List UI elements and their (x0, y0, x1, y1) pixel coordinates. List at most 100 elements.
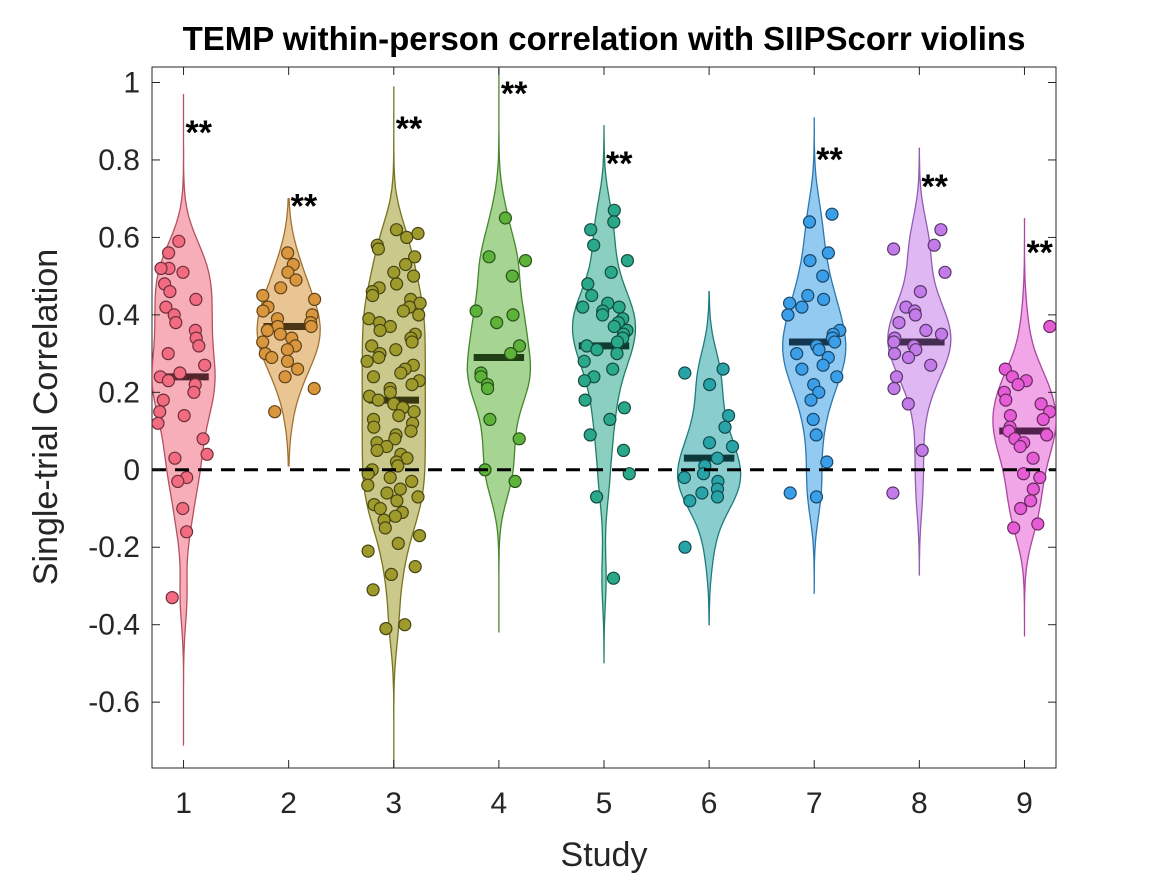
point-study-9 (1003, 409, 1018, 423)
point-study-6 (716, 362, 730, 376)
point-study-1 (176, 265, 190, 279)
x-tick-label: 9 (1016, 787, 1033, 820)
point-study-9 (1013, 501, 1028, 516)
point-study-2 (304, 319, 318, 334)
point-study-2 (307, 381, 321, 396)
point-study-7 (790, 347, 804, 361)
violin-layer (152, 67, 1056, 768)
point-study-3 (405, 335, 419, 349)
point-study-9 (1036, 412, 1050, 426)
point-study-7 (795, 362, 809, 376)
point-study-2 (280, 354, 295, 368)
point-study-8 (934, 327, 949, 341)
point-study-3 (405, 474, 419, 488)
point-study-1 (176, 501, 190, 516)
point-study-3 (380, 486, 394, 500)
point-study-5 (576, 300, 590, 314)
y-tick-label: -0.4 (88, 609, 140, 642)
point-study-7 (812, 385, 826, 399)
point-study-7 (816, 292, 831, 306)
significance-marker-study-3: ** (396, 110, 423, 148)
point-study-4 (508, 474, 522, 488)
x-tick-label: 6 (701, 787, 718, 820)
point-study-6 (710, 451, 725, 465)
point-study-5 (577, 374, 592, 388)
point-study-3 (390, 494, 404, 508)
point-study-3 (412, 528, 427, 543)
point-study-9 (1033, 470, 1047, 485)
point-study-1 (154, 261, 168, 275)
y-tick-label: 1 (123, 66, 140, 99)
point-study-3 (408, 559, 422, 574)
point-study-1 (168, 451, 182, 465)
point-study-5 (587, 238, 601, 252)
point-study-5 (577, 354, 591, 368)
point-study-8 (889, 370, 904, 384)
point-study-4 (469, 304, 483, 318)
point-study-3 (407, 269, 421, 283)
point-study-5 (606, 362, 620, 376)
point-study-4 (504, 347, 518, 361)
point-study-9 (1013, 439, 1027, 454)
point-study-4 (512, 432, 526, 446)
point-study-1 (189, 292, 203, 306)
point-study-1 (161, 347, 175, 361)
significance-marker-study-8: ** (921, 168, 948, 206)
point-study-2 (289, 273, 303, 287)
point-study-5 (607, 215, 621, 229)
point-study-8 (927, 238, 941, 252)
point-study-3 (408, 250, 422, 264)
significance-marker-study-7: ** (816, 141, 843, 179)
point-study-4 (482, 250, 496, 264)
point-study-3 (407, 405, 421, 419)
x-tick-label: 2 (280, 787, 297, 820)
point-study-5 (581, 277, 595, 291)
point-study-3 (361, 478, 375, 492)
point-study-2 (274, 281, 288, 295)
point-study-2 (281, 265, 295, 279)
point-study-8 (901, 350, 916, 365)
point-study-7 (804, 393, 818, 407)
point-study-3 (366, 583, 380, 597)
point-study-9 (1040, 428, 1054, 442)
x-tick-label: 1 (175, 787, 192, 820)
point-study-5 (595, 308, 610, 322)
significance-marker-study-4: ** (501, 75, 528, 113)
point-study-1 (156, 393, 170, 407)
point-study-3 (360, 354, 374, 368)
point-study-9 (1026, 482, 1040, 496)
x-tick-label: 4 (491, 787, 508, 820)
point-study-6 (695, 486, 709, 500)
point-study-5 (612, 300, 626, 314)
point-study-3 (388, 432, 402, 446)
point-study-3 (361, 544, 375, 558)
point-study-6 (702, 436, 717, 450)
point-study-5 (607, 319, 621, 334)
point-study-7 (820, 455, 834, 469)
point-study-3 (389, 343, 403, 357)
point-study-3 (412, 308, 426, 322)
point-study-3 (365, 339, 379, 353)
point-study-3 (387, 265, 401, 279)
point-study-7 (782, 296, 797, 310)
point-study-7 (816, 269, 830, 283)
point-study-3 (411, 226, 425, 241)
point-study-7 (781, 308, 795, 322)
point-study-2 (278, 370, 292, 384)
point-study-3 (388, 509, 402, 523)
point-study-3 (391, 536, 405, 551)
y-tick-label: 0.2 (98, 376, 140, 409)
point-study-6 (721, 409, 736, 423)
point-study-4 (512, 339, 527, 353)
point-study-8 (886, 242, 901, 256)
point-study-6 (683, 494, 697, 508)
point-study-7 (821, 246, 836, 260)
point-study-1 (163, 285, 177, 299)
point-study-9 (1007, 521, 1021, 535)
point-study-3 (389, 223, 404, 237)
point-study-6 (702, 378, 717, 392)
point-study-9 (999, 393, 1013, 407)
point-study-3 (372, 350, 386, 365)
point-study-2 (265, 350, 279, 365)
